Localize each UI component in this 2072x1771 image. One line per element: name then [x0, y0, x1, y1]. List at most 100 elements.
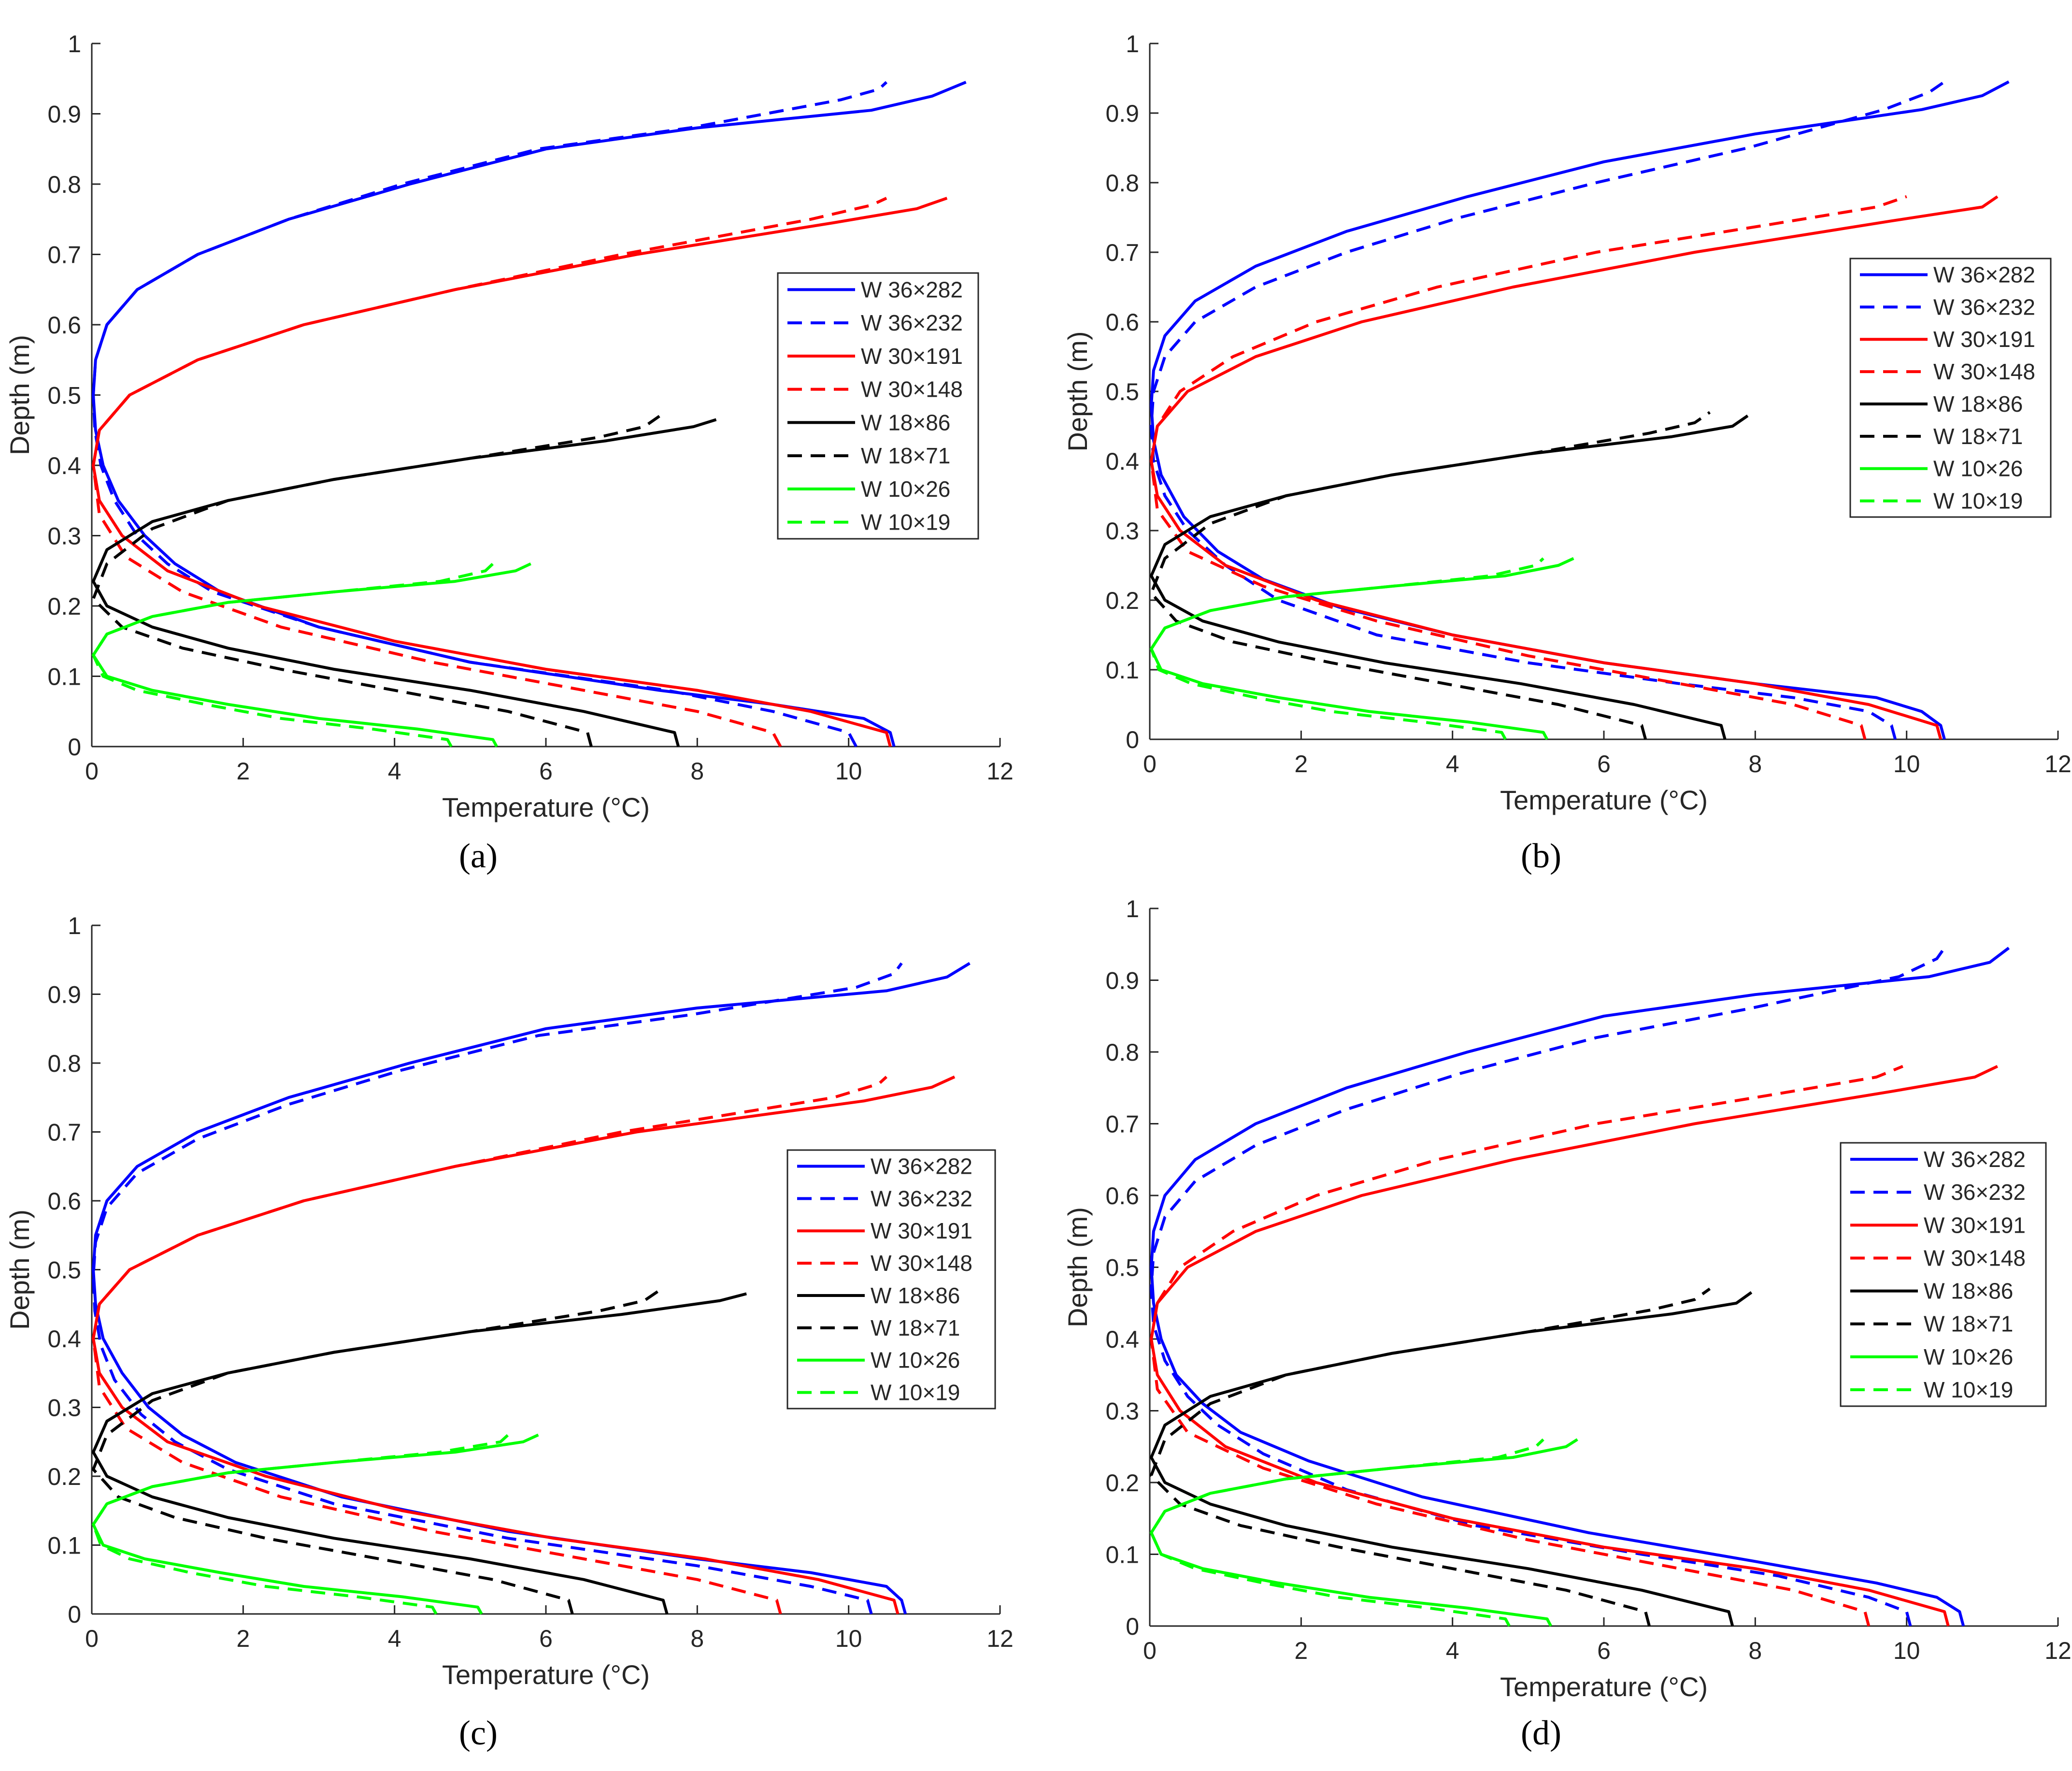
y-tick-label: 0.7: [47, 242, 81, 269]
x-tick-label: 6: [1597, 750, 1611, 778]
legend-label: W 10×26: [1933, 456, 2023, 481]
x-tick-label: 4: [388, 1625, 401, 1652]
legend-label: W 30×191: [871, 1218, 972, 1243]
y-tick-label: 0.9: [1105, 967, 1139, 994]
x-axis-label: Temperature (°C): [1500, 785, 1708, 815]
legend: W 36×282 W 36×232 W 30×191 W 30×148 W 18×86 W…: [1840, 1142, 2047, 1407]
series-line: [1150, 1065, 1998, 1627]
x-tick-label: 8: [690, 758, 704, 785]
y-axis-label: Depth (m): [4, 1209, 35, 1330]
y-tick-label: 0.9: [1105, 100, 1139, 127]
series-line: [1150, 1291, 1753, 1627]
y-tick-label: 0.5: [47, 382, 81, 409]
x-tick-label: 2: [1294, 1637, 1308, 1664]
x-tick-label: 2: [236, 1625, 250, 1652]
series-line: [92, 1434, 509, 1615]
y-tick-label: 0.1: [47, 663, 81, 691]
x-axis-label: Temperature (°C): [1500, 1671, 1708, 1702]
x-tick-label: 10: [1893, 750, 1920, 778]
y-tick-label: 0.3: [47, 1395, 81, 1422]
legend-label: W 30×191: [1933, 327, 2035, 352]
y-axis-label: Depth (m): [1062, 331, 1093, 452]
legend-label: W 18×86: [861, 410, 950, 435]
legend-label: W 18×71: [871, 1315, 960, 1340]
x-tick-label: 2: [236, 758, 250, 785]
y-tick-label: 0: [68, 734, 81, 761]
chart-panel-d: 0 2 4 6 8 10 12 0 0.1 0.2 0.3 0.4 0.5 0.6 0.7 0.8 0.9 1 Te…: [1062, 895, 2072, 1752]
x-tick-label: 10: [835, 758, 862, 785]
legend-label: W 18×86: [1933, 391, 2023, 417]
y-tick-label: 0.8: [47, 1050, 81, 1077]
y-tick-label: 0.8: [47, 171, 81, 198]
y-tick-label: 0: [68, 1601, 81, 1628]
series-line: [92, 415, 660, 747]
y-tick-label: 0.8: [1105, 170, 1139, 197]
y-tick-label: 0.2: [1105, 587, 1139, 614]
legend-label: W 18×71: [861, 443, 950, 468]
y-tick-label: 0.1: [1105, 657, 1139, 684]
y-tick-label: 0.8: [1105, 1039, 1139, 1066]
x-tick-label: 0: [85, 758, 99, 785]
y-tick-label: 0.6: [47, 312, 81, 339]
y-tick-label: 0.6: [1105, 309, 1139, 336]
x-tick-label: 0: [1143, 1637, 1157, 1664]
legend: W 36×282 W 36×232 W 30×191 W 30×148 W 18×86 W…: [777, 272, 979, 540]
panel-caption: (a): [459, 836, 498, 875]
y-tick-label: 1: [1126, 30, 1139, 58]
legend-label: W 36×232: [1924, 1180, 2026, 1205]
legend-label: W 30×148: [1933, 359, 2035, 384]
series-line: [1150, 1065, 1903, 1627]
x-axis-label: Temperature (°C): [442, 792, 650, 822]
x-tick-label: 0: [1143, 750, 1157, 778]
x-tick-label: 6: [1597, 1637, 1611, 1664]
legend-box: [1840, 1142, 2047, 1407]
y-tick-label: 0.4: [1105, 448, 1139, 475]
x-tick-label: 4: [1446, 750, 1459, 778]
series-line: [92, 1076, 888, 1614]
legend-label: W 18×71: [1924, 1311, 2013, 1337]
y-tick-label: 0.2: [47, 593, 81, 620]
y-tick-label: 0.7: [47, 1119, 81, 1146]
y-tick-label: 0.7: [1105, 1111, 1139, 1138]
y-tick-label: 0.9: [47, 101, 81, 128]
chart-panel-c: 0 2 4 6 8 10 12 0 0.1 0.2 0.3 0.4 0.5 0.6 0.7 0.8 0.9 1 Te…: [4, 912, 1014, 1752]
legend-box: [1849, 258, 2052, 518]
legend-label: W 10×26: [871, 1348, 960, 1373]
legend-label: W 18×71: [1933, 424, 2023, 449]
series-line: [1150, 1438, 1578, 1627]
y-tick-label: 0.3: [47, 523, 81, 550]
y-tick-label: 0.4: [1105, 1326, 1139, 1353]
x-tick-label: 8: [1748, 1637, 1762, 1664]
series-line: [1150, 195, 1907, 740]
series-line: [1150, 947, 1946, 1627]
x-tick-label: 6: [539, 1625, 553, 1652]
legend-label: W 36×232: [861, 310, 963, 335]
y-tick-label: 0: [1126, 726, 1139, 753]
legend-label: W 30×148: [871, 1251, 972, 1276]
legend-label: W 10×19: [861, 510, 950, 535]
x-tick-label: 6: [539, 758, 553, 785]
y-tick-label: 1: [68, 912, 81, 939]
y-tick-label: 0.4: [47, 452, 81, 479]
legend-label: W 36×282: [861, 277, 963, 302]
panel-caption: (b): [1521, 836, 1561, 875]
series-line: [1150, 557, 1544, 740]
panel-caption: (c): [459, 1713, 498, 1752]
legend-label: W 36×282: [1933, 262, 2035, 287]
series-line: [92, 1289, 660, 1614]
legend-label: W 10×26: [1924, 1344, 2013, 1369]
legend-label: W 30×191: [861, 344, 963, 369]
y-tick-label: 0.2: [47, 1463, 81, 1490]
legend-label: W 10×19: [871, 1380, 960, 1405]
legend-label: W 10×19: [1924, 1377, 2013, 1402]
y-tick-label: 0.5: [1105, 1254, 1139, 1281]
x-axis-label: Temperature (°C): [442, 1659, 650, 1690]
x-tick-label: 8: [690, 1625, 704, 1652]
y-tick-label: 0: [1126, 1613, 1139, 1640]
y-tick-label: 0.4: [47, 1325, 81, 1353]
series-line: [1150, 557, 1574, 740]
y-axis-label: Depth (m): [4, 335, 35, 455]
legend-label: W 18×86: [1924, 1279, 2013, 1304]
y-axis-label: Depth (m): [1062, 1207, 1093, 1327]
